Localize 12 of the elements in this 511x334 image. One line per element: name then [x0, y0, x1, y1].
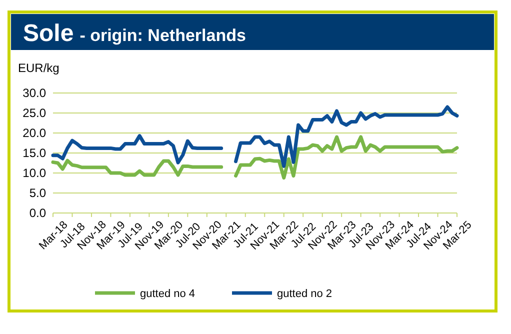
legend-label: gutted no 4 [140, 288, 196, 300]
legend-label: gutted no 2 [277, 288, 332, 300]
chart-subtitle: - origin: Netherlands [80, 26, 246, 45]
y-tick-label: 10.0 [22, 166, 46, 180]
y-tick-label: 25.0 [22, 106, 46, 120]
y-axis-title: EUR/kg [18, 61, 60, 75]
y-tick-label: 20.0 [22, 126, 46, 140]
y-tick-label: 15.0 [22, 146, 46, 160]
y-tick-label: 0.0 [29, 206, 46, 220]
chart-title: Sole [23, 20, 74, 47]
y-tick-label: 30.0 [22, 86, 46, 100]
y-tick-label: 5.0 [29, 186, 46, 200]
